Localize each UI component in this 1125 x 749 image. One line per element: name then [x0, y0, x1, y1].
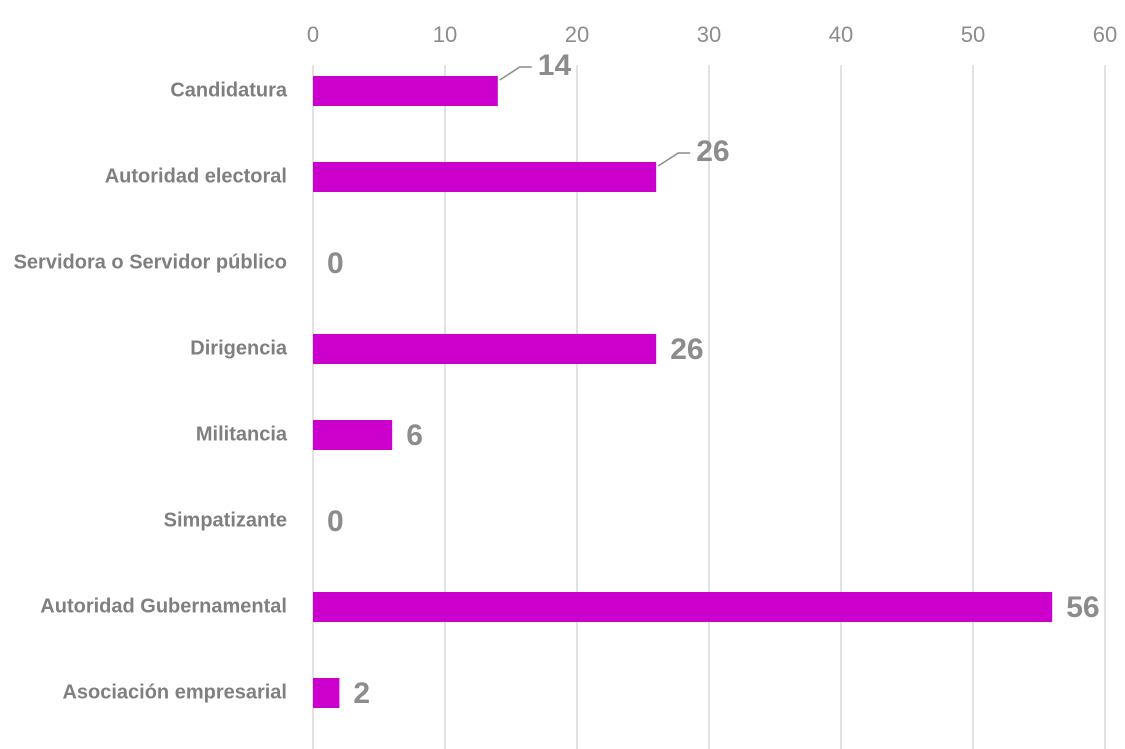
- x-tick-label: 20: [565, 22, 589, 47]
- bar: [313, 592, 1053, 622]
- data-label: 26: [696, 135, 729, 168]
- category-label: Servidora o Servidor público: [14, 251, 287, 273]
- x-tick-label: 50: [961, 22, 985, 47]
- data-label: 14: [538, 49, 572, 82]
- x-axis-ticks: 0 10 20 30 40 50 60: [307, 22, 1117, 47]
- bar: [313, 334, 657, 364]
- x-tick-label: 40: [829, 22, 853, 47]
- bar: [313, 678, 340, 708]
- data-label: 6: [406, 419, 423, 452]
- category-label: Candidatura: [170, 79, 288, 101]
- bar: [313, 76, 498, 106]
- bar: [313, 162, 657, 192]
- data-label: 0: [327, 505, 344, 538]
- bars: [313, 76, 1053, 708]
- x-tick-label: 30: [697, 22, 721, 47]
- data-label-leader: [499, 66, 532, 81]
- x-tick-label: 10: [433, 22, 457, 47]
- category-label: Asociación empresarial: [62, 681, 287, 703]
- data-labels: 14 26 0 26 6 0 56 2: [327, 49, 1100, 710]
- data-label-leader: [657, 152, 691, 167]
- category-label: Autoridad electoral: [105, 165, 287, 187]
- data-label: 56: [1066, 591, 1099, 624]
- category-labels: Candidatura Autoridad electoral Servidora …: [14, 79, 288, 703]
- data-label: 0: [327, 247, 344, 280]
- x-tick-label: 0: [307, 22, 319, 47]
- category-label: Simpatizante: [164, 509, 287, 531]
- x-tick-label: 60: [1093, 22, 1117, 47]
- bar: [313, 420, 393, 450]
- category-label: Dirigencia: [190, 337, 288, 359]
- category-label: Militancia: [196, 423, 288, 445]
- data-label: 26: [670, 333, 703, 366]
- data-label: 2: [353, 677, 370, 710]
- category-label: Autoridad Gubernamental: [40, 595, 287, 617]
